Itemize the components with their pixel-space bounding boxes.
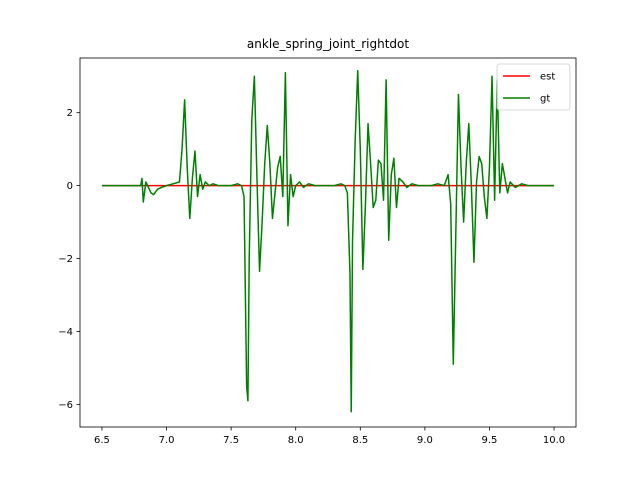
- x-axis: 6.5 7.0 7.5 8.0 8.5 9.0 9.5 10.0: [94, 427, 565, 446]
- x-tick-label: 6.5: [94, 435, 110, 446]
- x-tick-label: 8.0: [288, 435, 304, 446]
- x-tick-label: 9.5: [482, 435, 498, 446]
- legend-label-gt: gt: [540, 94, 550, 105]
- series-line-gt: [101, 70, 555, 413]
- y-tick-label: 2: [67, 108, 73, 119]
- plot-area: [101, 70, 555, 413]
- axes-frame: [79, 57, 577, 428]
- y-axis: 2 0 −2 −4 −6: [58, 108, 80, 411]
- x-tick-label: 7.0: [159, 435, 175, 446]
- y-tick-label: −2: [58, 254, 73, 265]
- legend-label-est: est: [540, 72, 555, 83]
- x-tick-label: 10.0: [543, 435, 565, 446]
- y-tick-label: 0: [67, 181, 73, 192]
- x-tick-label: 8.5: [352, 435, 368, 446]
- y-tick-label: −6: [58, 400, 73, 411]
- x-tick-label: 7.5: [223, 435, 239, 446]
- chart-title: ankle_spring_joint_rightdot: [247, 37, 409, 51]
- legend: est gt: [496, 63, 571, 111]
- legend-box: [496, 63, 571, 111]
- x-tick-label: 9.0: [417, 435, 433, 446]
- y-tick-label: −4: [58, 327, 73, 338]
